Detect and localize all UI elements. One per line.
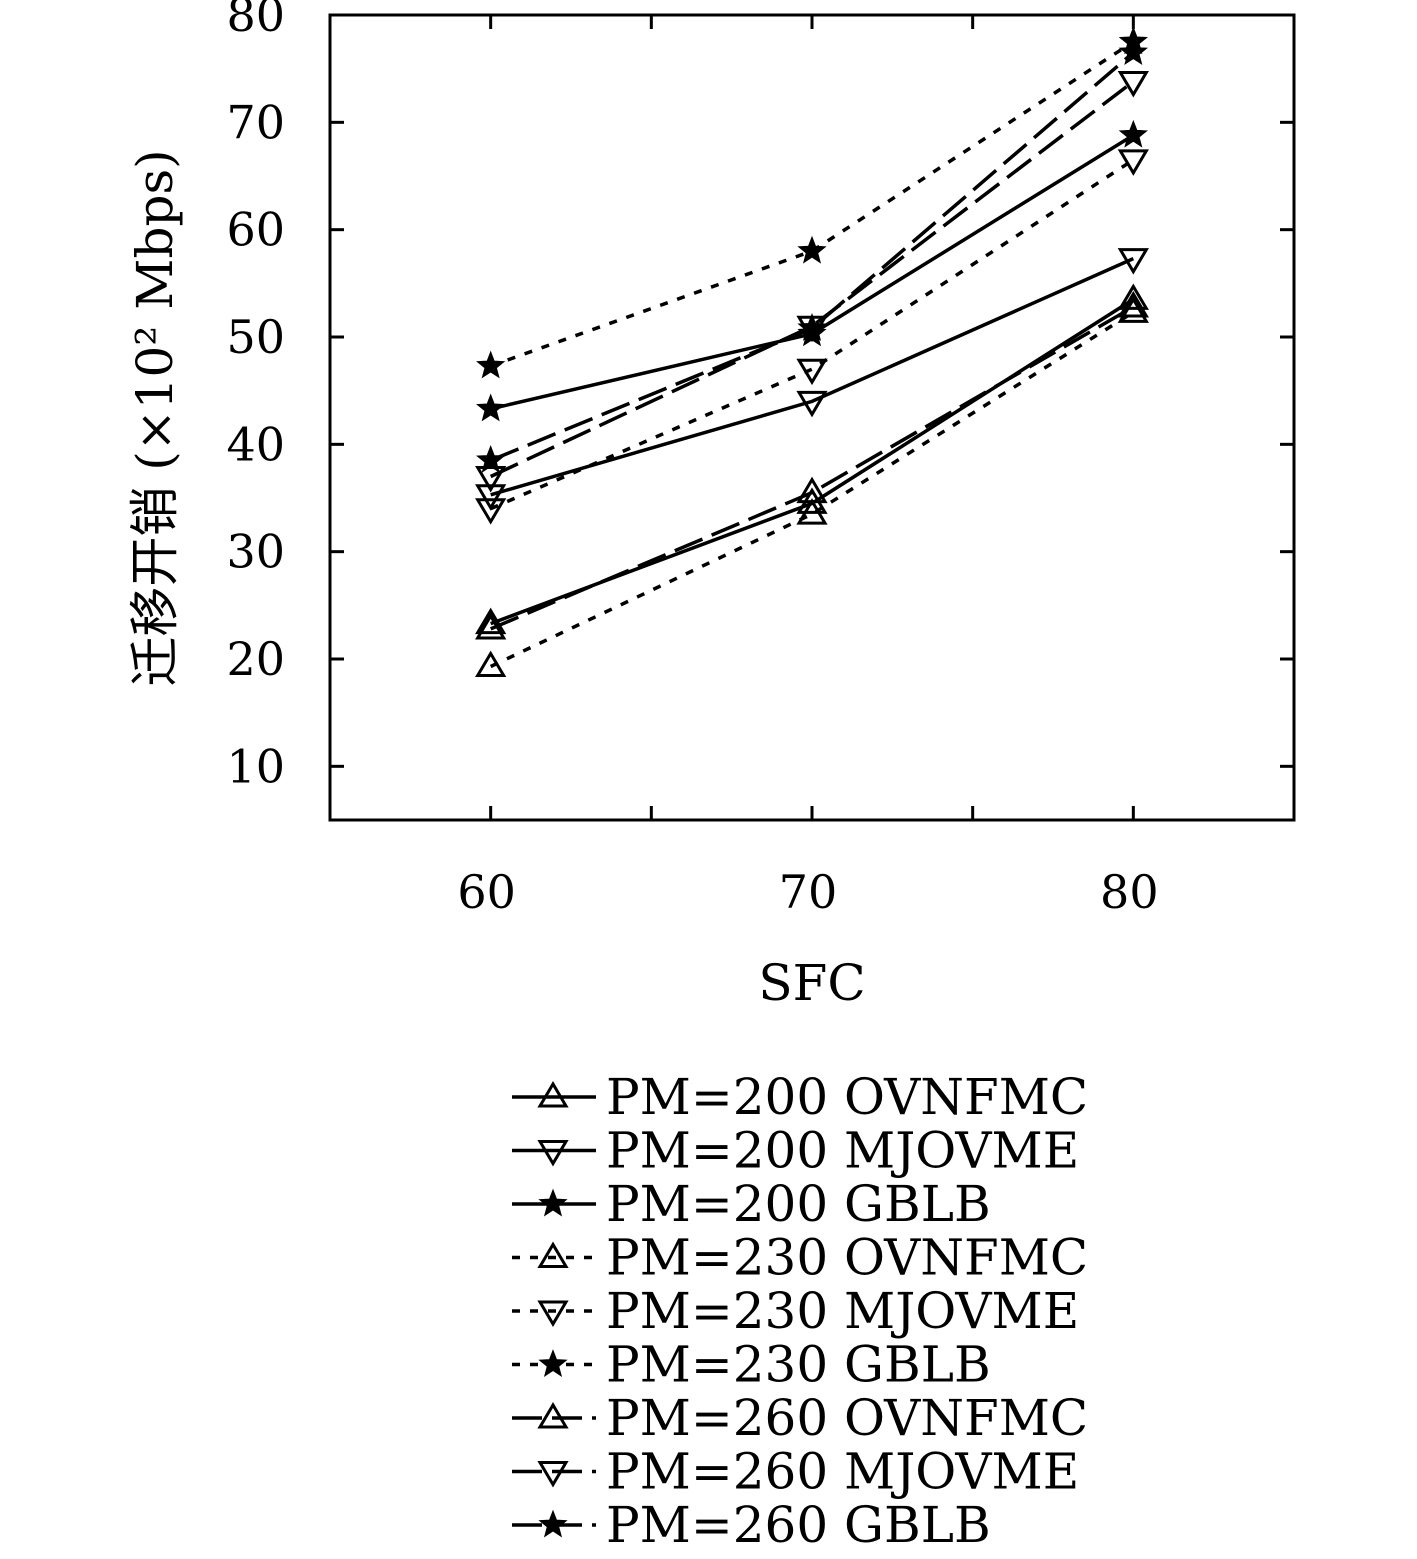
legend-label: PM=200 OVNFMC <box>606 1068 1088 1126</box>
legend-label: PM=260 GBLB <box>606 1496 991 1554</box>
series <box>475 290 1149 640</box>
y-tick-label: 30 <box>226 525 285 579</box>
legend-item: PM=200 MJOVME <box>512 1122 1079 1180</box>
x-tick-label: 60 <box>457 865 516 919</box>
series-line <box>490 297 1135 626</box>
legend-item: PM=260 GBLB <box>512 1496 991 1554</box>
legend-marker <box>537 1402 569 1429</box>
legend-marker <box>537 1241 569 1268</box>
y-tick-label: 50 <box>226 310 285 364</box>
legend-item: PM=260 OVNFMC <box>512 1389 1088 1447</box>
data-point <box>1118 37 1148 66</box>
data-point <box>475 612 507 640</box>
legend-label: PM=200 GBLB <box>606 1175 991 1233</box>
x-axis: 60 70 80 <box>457 15 1296 919</box>
legend-marker <box>538 1349 568 1377</box>
data-point <box>797 313 827 341</box>
data-point <box>797 235 827 264</box>
data-point <box>1117 283 1149 310</box>
series-line <box>490 133 1135 411</box>
series <box>476 37 1148 473</box>
legend-item: PM=260 MJOVME <box>512 1443 1079 1501</box>
series-line <box>489 80 1135 479</box>
data-point <box>1118 119 1148 148</box>
y-axis: 10 20 30 40 50 60 70 80 <box>226 0 1294 793</box>
legend-label: PM=230 MJOVME <box>606 1282 1079 1340</box>
y-tick-label: 70 <box>226 95 285 149</box>
y-tick-label: 10 <box>226 739 285 793</box>
data-point <box>475 498 507 525</box>
data-point <box>475 650 507 678</box>
legend-item: PM=200 OVNFMC <box>512 1068 1088 1126</box>
legend-marker <box>537 1461 569 1488</box>
y-tick-label: 80 <box>226 0 285 42</box>
series <box>476 119 1148 422</box>
legend-label: PM=260 OVNFMC <box>606 1389 1088 1447</box>
data-point <box>476 445 506 473</box>
series <box>475 71 1149 493</box>
legend-marker <box>537 1300 569 1327</box>
legend-label: PM=230 OVNFMC <box>606 1229 1088 1287</box>
data-point <box>796 476 828 504</box>
legend-item: PM=230 MJOVME <box>512 1282 1079 1340</box>
data-point <box>796 358 828 386</box>
y-tick-label: 20 <box>226 632 285 686</box>
series <box>475 149 1149 525</box>
legend-item: PM=200 GBLB <box>512 1175 991 1233</box>
series-line <box>490 257 1135 497</box>
x-tick-label: 70 <box>779 865 838 919</box>
legend-marker <box>537 1140 569 1167</box>
y-tick-label: 60 <box>226 203 285 257</box>
legend-item: PM=230 OVNFMC <box>512 1229 1088 1287</box>
series-line <box>490 305 1135 631</box>
data-point <box>1117 290 1149 318</box>
legend-label: PM=230 GBLB <box>606 1336 991 1394</box>
y-axis-label: 迁移开销 (×10² Mbps) <box>126 149 184 686</box>
legend-item: PM=230 GBLB <box>512 1336 991 1394</box>
data-point <box>475 607 507 635</box>
data-point <box>1117 296 1149 323</box>
series <box>475 248 1149 511</box>
data-point <box>476 393 506 422</box>
series-layer <box>475 26 1149 678</box>
data-point <box>476 350 506 379</box>
data-point <box>1117 71 1149 98</box>
data-point <box>796 498 828 525</box>
series <box>475 296 1149 678</box>
legend-marker <box>538 1509 568 1538</box>
data-point <box>796 390 828 418</box>
data-point <box>475 466 507 493</box>
y-tick-label: 40 <box>226 417 285 471</box>
x-tick-label: 80 <box>1100 865 1159 919</box>
legend-marker <box>537 1081 569 1108</box>
series-line <box>490 40 1135 368</box>
data-point <box>1117 149 1149 176</box>
plot-frame <box>328 13 1296 822</box>
data-point <box>1117 248 1149 275</box>
legend-label: PM=200 MJOVME <box>606 1122 1079 1180</box>
legend-marker <box>538 1188 568 1217</box>
data-point <box>475 484 507 511</box>
x-axis-label: SFC <box>758 954 865 1012</box>
legend-label: PM=260 MJOVME <box>606 1443 1079 1501</box>
